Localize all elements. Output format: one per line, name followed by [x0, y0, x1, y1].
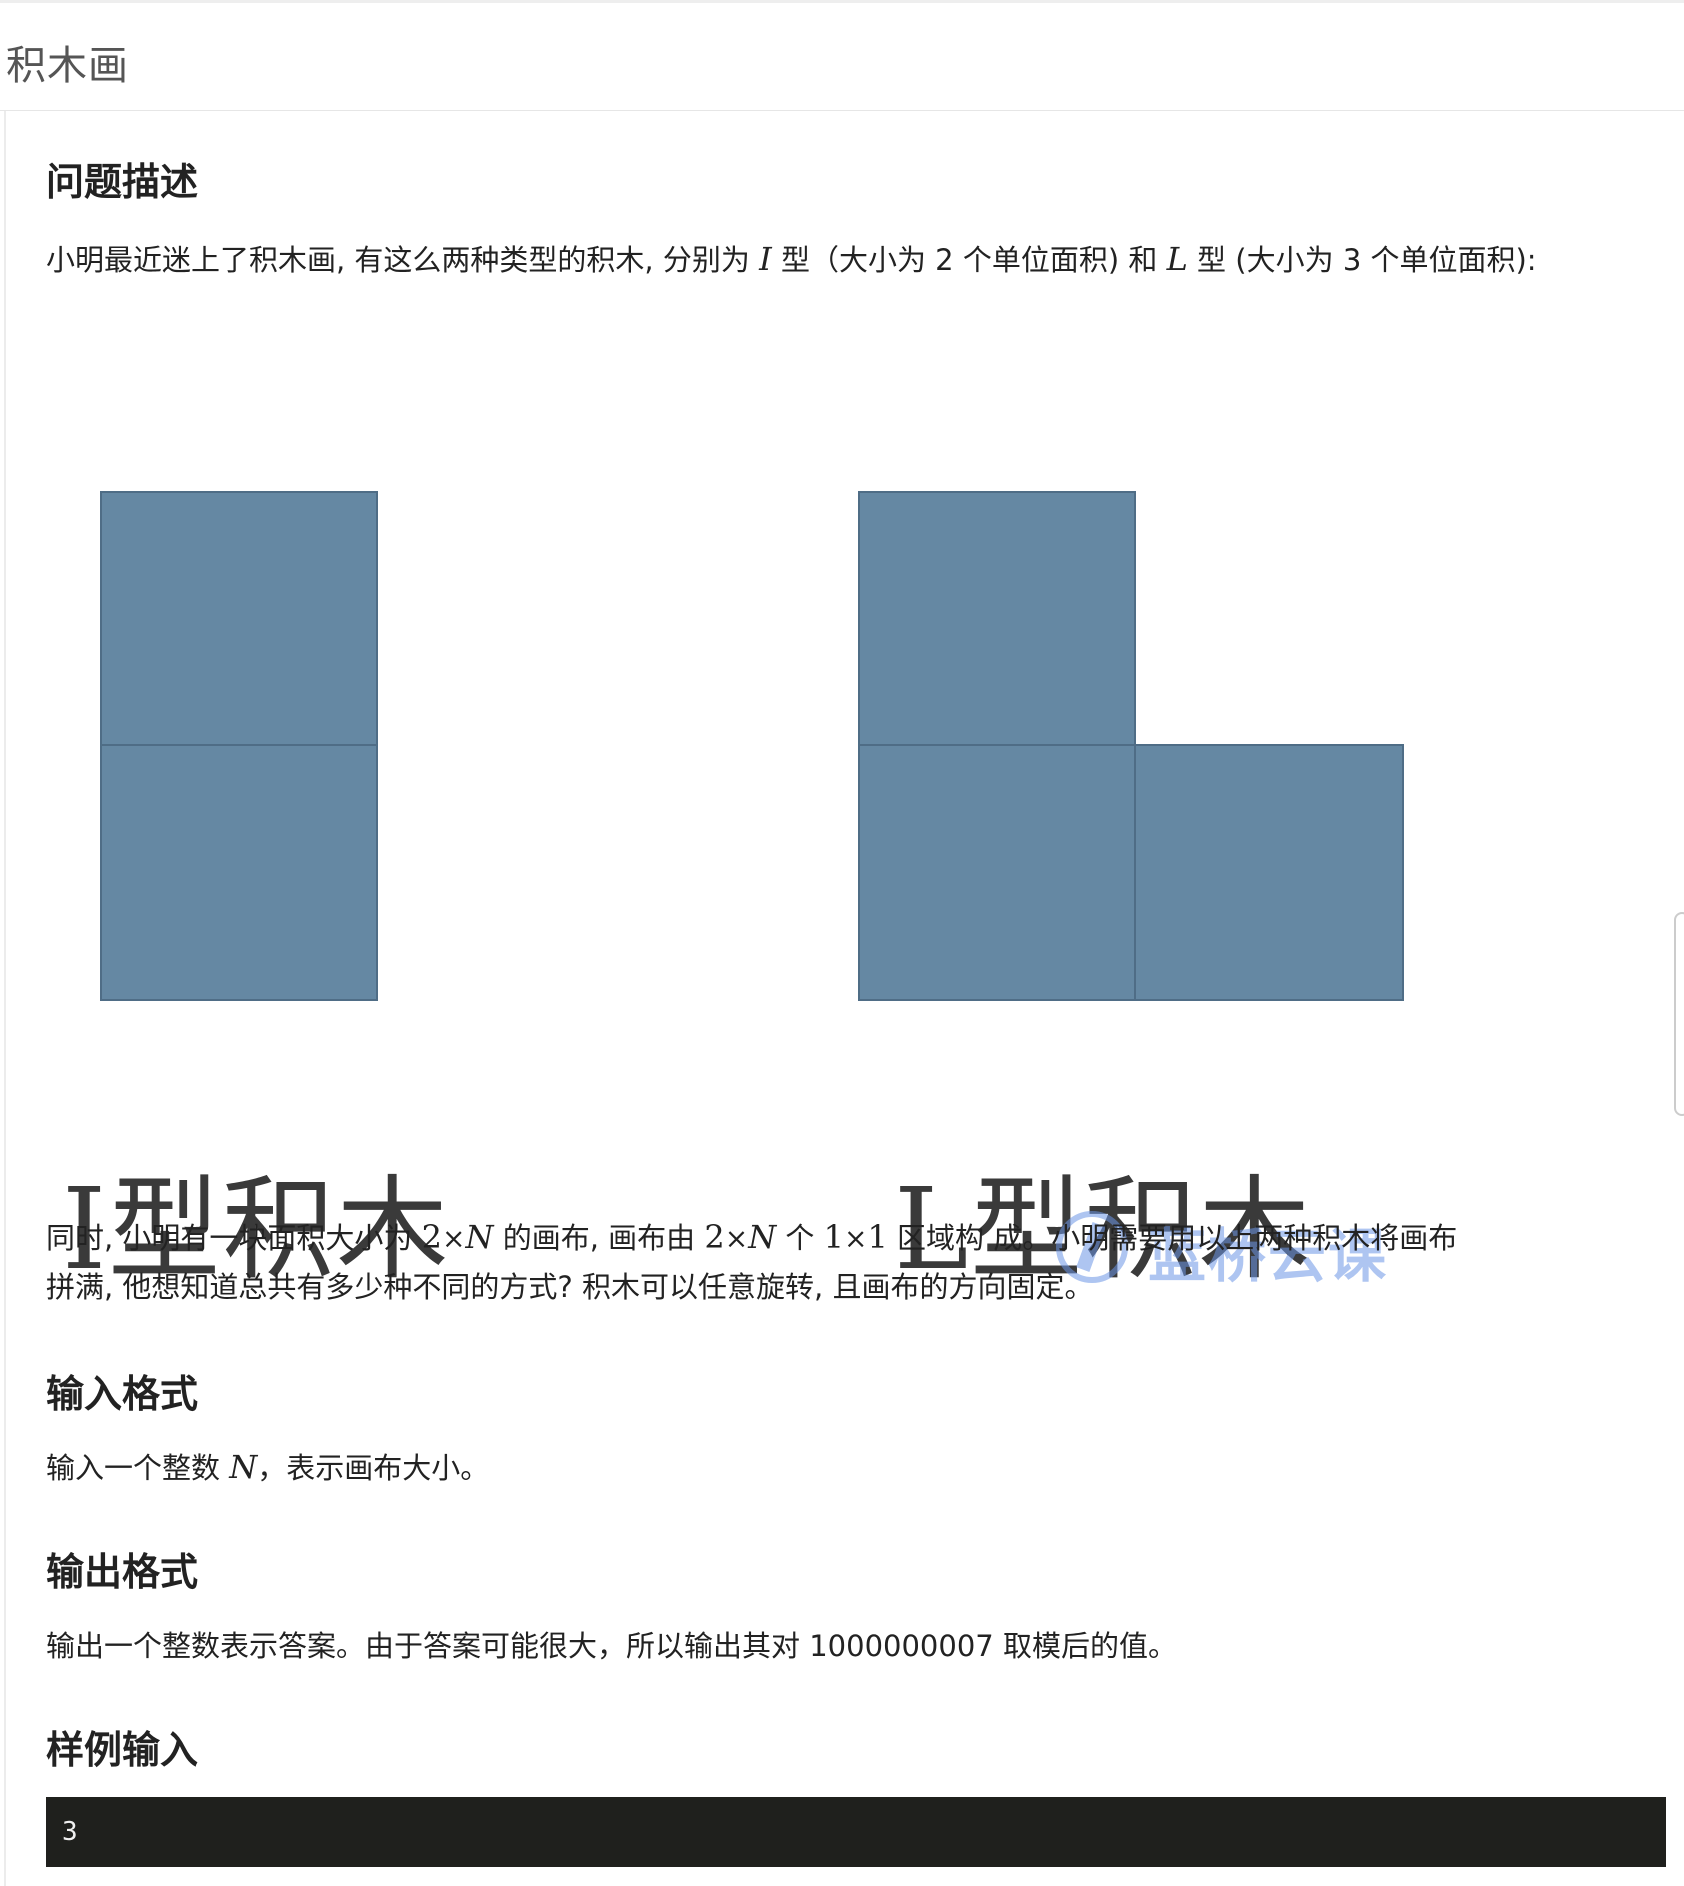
intro-text-2: 型（大小为 2 个单位面积) 和 — [771, 243, 1167, 277]
title-bar: 积木画 — [0, 3, 1684, 111]
input-text-1: 输入一个整数 — [46, 1451, 230, 1485]
intro-text-1: 小明最近迷上了积木画, 有这么两种类型的积木, 分别为 — [46, 243, 760, 277]
math-l: L — [1166, 240, 1188, 278]
math-1b: 1 — [867, 1218, 888, 1256]
heading-problem: 问题描述 — [46, 160, 199, 204]
body-text-1: 同时, 小明有一块面积大小为 — [46, 1221, 422, 1255]
heading-output-format: 输出格式 — [46, 1550, 199, 1594]
problem-intro: 小明最近迷上了积木画, 有这么两种类型的积木, 分别为 I 型（大小为 2 个单… — [46, 237, 1537, 279]
input-format-text: 输入一个整数 N，表示画布大小。 — [46, 1445, 489, 1487]
problem-body-line1: 同时, 小明有一块面积大小为 2×N 的画布, 画布由 2×N 个 1×1 区域… — [46, 1215, 1457, 1257]
watermark-logo-icon — [1056, 1211, 1128, 1283]
math-n-2: N — [748, 1218, 777, 1256]
math-n-input: N — [229, 1448, 258, 1486]
l-block-bottom-left — [858, 744, 1136, 1001]
math-times-1: × — [442, 1222, 466, 1255]
body-text-3: 个 — [776, 1221, 824, 1255]
math-1a: 1 — [823, 1218, 844, 1256]
heading-input-format: 输入格式 — [46, 1372, 199, 1416]
caption-i-block: I型积木 — [62, 1165, 451, 1295]
watermark-text: 蓝桥云课 — [1148, 1222, 1389, 1290]
input-text-2: ，表示画布大小。 — [257, 1451, 490, 1485]
math-2b: 2 — [704, 1218, 725, 1256]
math-2a: 2 — [421, 1218, 443, 1256]
side-handle[interactable] — [1674, 912, 1684, 1116]
block-figure: I型积木 L型积木 蓝桥云课 — [46, 331, 1446, 1295]
watermark: 蓝桥云课 — [1056, 1201, 1456, 1291]
problem-body-line2: 拼满, 他想知道总共有多少种不同的方式? 积木可以任意旋转, 且画布的方向固定。 — [46, 1270, 1094, 1304]
top-border — [0, 0, 1684, 3]
math-times-3: × — [843, 1222, 868, 1255]
l-block-top — [858, 491, 1136, 746]
i-block-bottom — [100, 744, 378, 1001]
left-divider — [4, 111, 6, 1886]
sample-input-code-block[interactable]: 3 — [46, 1797, 1666, 1867]
sample-input-code: 3 — [62, 1817, 78, 1847]
math-times-2: × — [724, 1222, 749, 1255]
math-n-1: N — [465, 1218, 494, 1256]
math-i: I — [759, 240, 772, 278]
body-text-4: 区域构 成。小明需要用以上两种积木将画布 — [887, 1221, 1458, 1255]
output-format-text: 输出一个整数表示答案。由于答案可能很大，所以输出其对 1000000007 取模… — [46, 1629, 1177, 1663]
l-block-bottom-right — [1134, 744, 1404, 1001]
page-title: 积木画 — [6, 43, 129, 89]
body-text-2: 的画布, 画布由 — [493, 1221, 705, 1255]
heading-sample-input: 样例输入 — [46, 1728, 199, 1772]
i-block-top — [100, 491, 378, 746]
intro-text-3: 型 (大小为 3 个单位面积): — [1187, 243, 1537, 277]
